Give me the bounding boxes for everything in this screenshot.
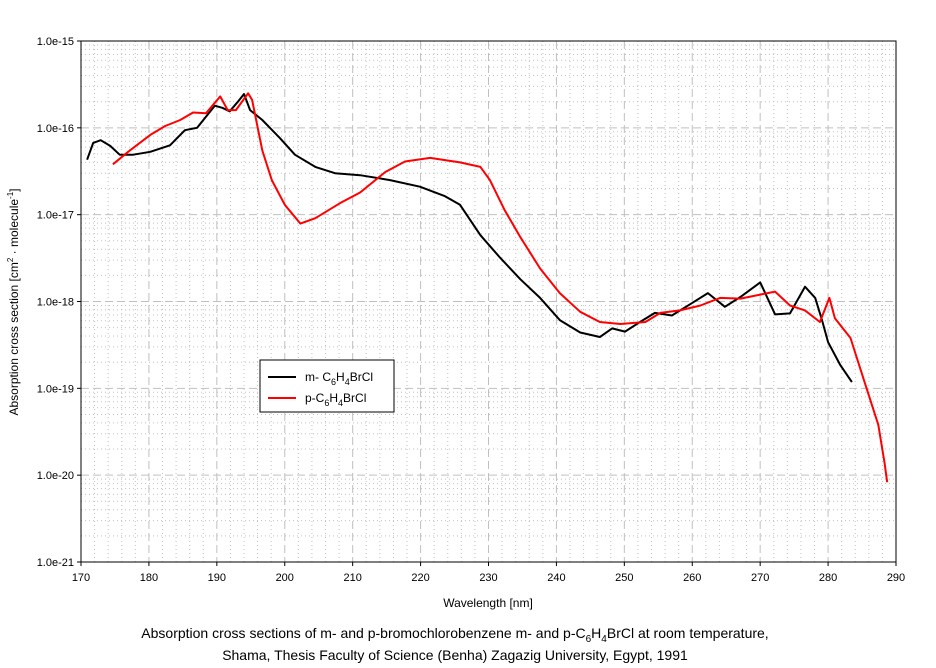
caption-line-2: Shama, Thesis Faculty of Science (Benha)… <box>222 647 688 663</box>
tick-labels: 170 180 190 200 210 220 230 240 250 260 270 280 290 1… <box>37 36 905 584</box>
x-tick-label: 280 <box>819 572 837 584</box>
y-tick-label: 1.0e-18 <box>37 297 74 309</box>
legend-box <box>259 359 395 413</box>
x-tick-label: 250 <box>615 572 633 584</box>
x-tick-label: 220 <box>411 572 429 584</box>
y-tick-label: 1.0e-16 <box>37 123 74 135</box>
caption-line-1: Absorption cross sections of m- and p-br… <box>141 625 768 645</box>
x-tick-label: 170 <box>72 572 90 584</box>
y-tick-label: 1.0e-21 <box>37 557 74 569</box>
x-tick-label: 260 <box>683 572 701 584</box>
series-lines <box>86 92 889 483</box>
x-tick-label: 180 <box>140 572 158 584</box>
x-tick-label: 240 <box>547 572 565 584</box>
legend-label-m: m- C6H4BrCl <box>305 370 373 387</box>
x-tick-label: 200 <box>276 572 294 584</box>
legend: m- C6H4BrCl p-C6H4BrCl <box>259 359 395 413</box>
x-tick-label: 190 <box>208 572 226 584</box>
y-tick-label: 1.0e-17 <box>37 210 74 222</box>
x-tick-label: 270 <box>751 572 769 584</box>
legend-label-p: p-C6H4BrCl <box>305 391 366 408</box>
x-tick-label: 210 <box>343 572 361 584</box>
series-line-m <box>86 93 853 383</box>
x-axis-label: Wavelength [nm] <box>443 596 533 610</box>
x-tick-label: 290 <box>887 572 905 584</box>
y-tick-label: 1.0e-19 <box>37 383 74 395</box>
y-tick-label: 1.0e-20 <box>37 470 74 482</box>
y-tick-label: 1.0e-15 <box>37 36 74 48</box>
x-tick-label: 230 <box>479 572 497 584</box>
series-line-p <box>112 92 889 483</box>
y-axis-label: Absorption cross section [cm2 · molecule… <box>6 188 21 415</box>
